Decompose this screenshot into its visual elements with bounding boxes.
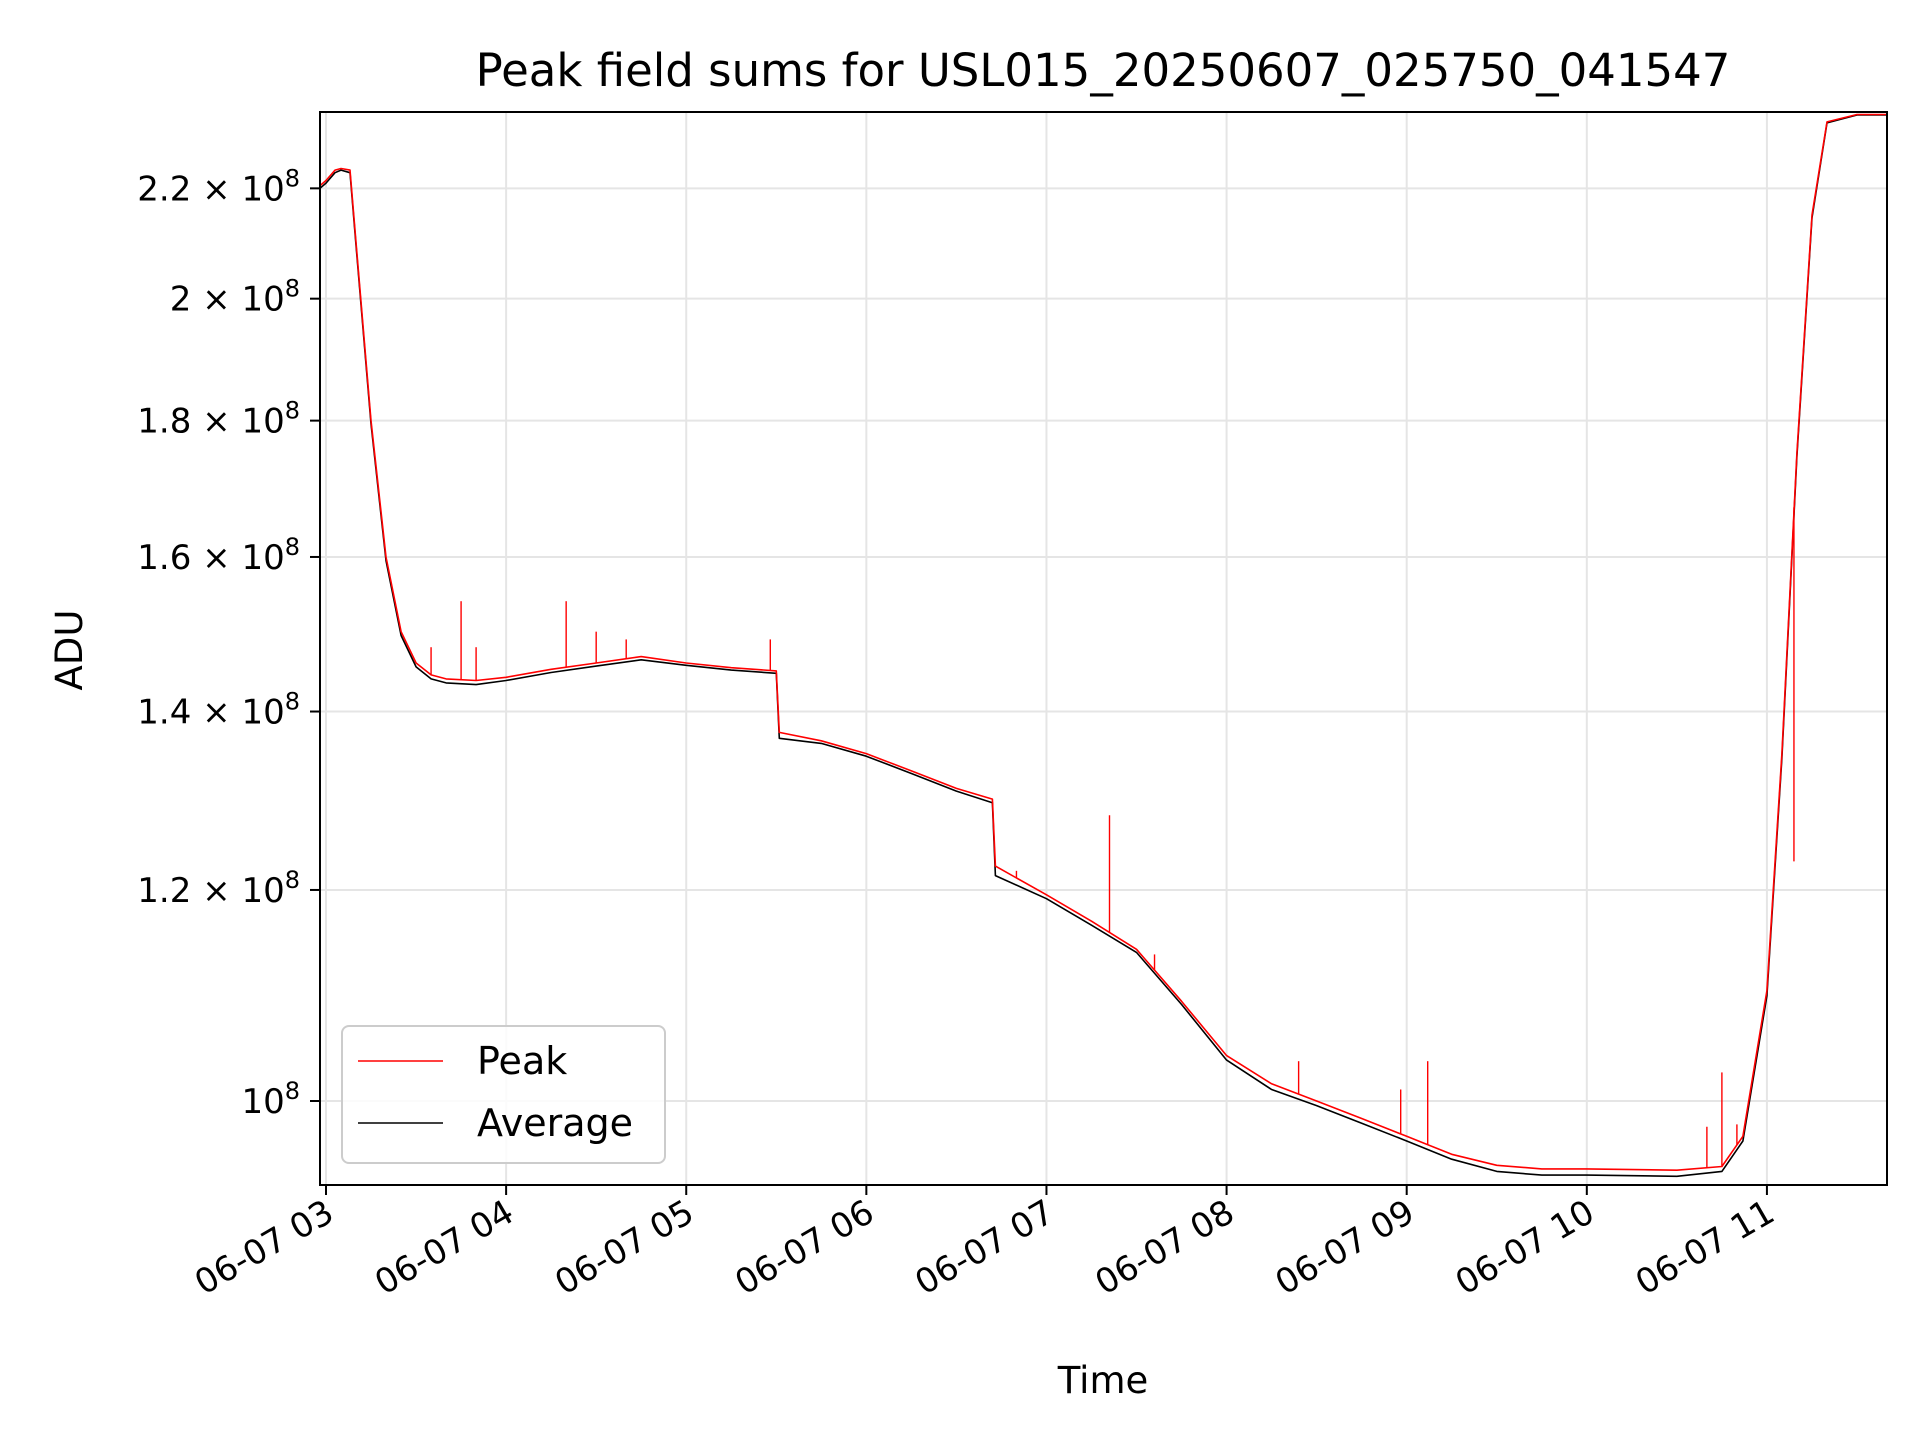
y-tick-label: 2 × 108	[170, 275, 300, 320]
y-tick-label: 1.6 × 108	[137, 533, 300, 578]
y-tick-label: 2.2 × 108	[137, 164, 300, 209]
plot-frame	[319, 111, 1888, 1186]
y-tick-label: 108	[241, 1077, 300, 1122]
legend: Peak Average	[341, 1025, 666, 1164]
y-tick-label: 1.2 × 108	[137, 866, 300, 911]
legend-label-average: Average	[477, 1101, 633, 1145]
chart-title: Peak field sums for USL015_20250607_0257…	[476, 44, 1731, 97]
y-axis-label: ADU	[48, 610, 91, 691]
y-tick-label: 1.4 × 108	[137, 688, 300, 733]
x-axis-label: Time	[1057, 1359, 1149, 1402]
grid	[320, 112, 1887, 1185]
y-tick-label: 1.8 × 108	[137, 397, 300, 442]
legend-label-peak: Peak	[477, 1039, 567, 1083]
series-line-average	[320, 114, 1887, 1178]
series-line-peak	[320, 113, 1887, 1171]
y-axis: 108 1.2 × 108 1.4 × 108 1.6 × 108 1.8 × 108 2…	[137, 164, 320, 1122]
series-layer	[320, 113, 1887, 1178]
